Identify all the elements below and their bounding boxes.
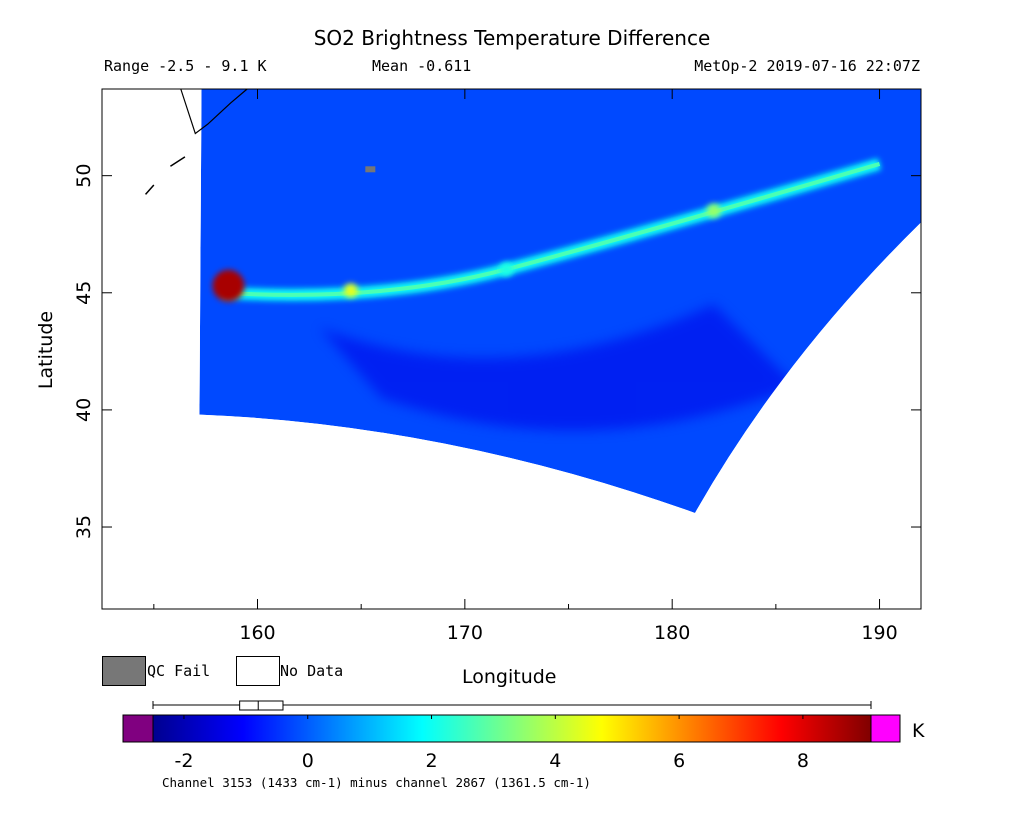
x-axis-label: Longitude	[462, 666, 557, 688]
swath-image	[199, 89, 922, 513]
colorbar-overflow	[870, 714, 901, 743]
x-tick-label: 160	[239, 622, 275, 644]
range-readout: Range -2.5 - 9.1 K	[104, 57, 267, 75]
colorbar-tick-label: 6	[673, 750, 685, 772]
summary-box	[239, 700, 284, 711]
y-tick-label: 40	[73, 398, 95, 422]
qc-fail-swatch	[102, 656, 146, 686]
colorbar-tick-label: 0	[302, 750, 314, 772]
qc-fail-pixel	[365, 166, 376, 173]
y-tick-label: 45	[73, 281, 95, 305]
x-tick-label: 170	[447, 622, 483, 644]
x-tick-label: 180	[654, 622, 690, 644]
y-tick-label: 35	[73, 515, 95, 539]
colorbar-unit: K	[912, 720, 925, 742]
swath-background	[199, 89, 922, 513]
plume-point-2	[499, 262, 514, 277]
kamchatka-coastline	[180, 88, 248, 135]
channel-footnote: Channel 3153 (1433 cm-1) minus channel 2…	[162, 775, 591, 790]
mean-readout: Mean -0.611	[372, 57, 472, 75]
colorbar-gradient	[152, 714, 872, 743]
x-tick-label: 190	[861, 622, 897, 644]
dark-band	[319, 304, 797, 431]
kuril-islands	[144, 156, 186, 195]
plume-point-3	[706, 203, 721, 218]
colorbar-tick-label: 8	[797, 750, 809, 772]
colorbar-underflow	[122, 714, 154, 743]
y-tick-label: 50	[73, 164, 95, 188]
y-axis-label: Latitude	[35, 310, 57, 390]
colorbar-tick-label: 4	[549, 750, 561, 772]
satellite-timestamp: MetOp-2 2019-07-16 22:07Z	[694, 57, 920, 75]
chart-title: SO2 Brightness Temperature Difference	[313, 26, 711, 50]
colorbar-tick-label: -2	[174, 750, 193, 772]
no-data-label: No Data	[280, 662, 344, 680]
colorbar-tick-label: 2	[425, 750, 437, 772]
no-data-swatch	[236, 656, 280, 686]
plume-peak	[222, 279, 235, 292]
plume-point-1	[343, 283, 358, 298]
qc-fail-label: QC Fail	[147, 662, 211, 680]
plot-frame	[101, 88, 922, 610]
